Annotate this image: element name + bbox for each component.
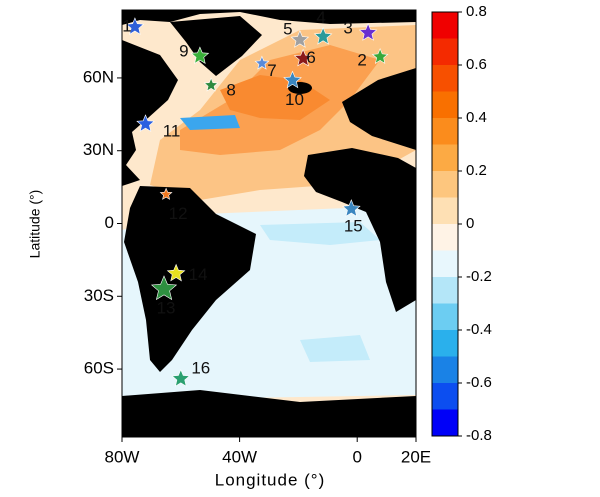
site-label: 1 [122,16,131,35]
field-south-blue [260,222,380,362]
colorbar-tick-label: -0.2 [466,268,492,285]
colorbar-band [432,171,458,198]
colorbar-band [432,118,458,145]
x-axis-label: Longitude (°) [215,470,326,489]
field-cold-patch [180,115,240,130]
site-star [136,114,155,132]
colorbar-band [432,409,458,437]
site-star [166,263,186,282]
site-label: 14 [189,265,208,284]
colorbar-band [432,250,458,278]
site-label: 3 [343,18,352,37]
site-star [371,48,389,64]
colorbar-band [432,330,458,357]
colorbar-band [432,197,458,225]
site-star [171,369,191,387]
y-tick-label: 30N [83,140,114,159]
site-label: 8 [226,81,235,100]
site-star [125,17,145,35]
site-star [150,275,178,301]
site-star [159,187,173,200]
colorbar-tick-label: 0.8 [466,3,487,20]
site-label: 13 [157,298,176,317]
site-label: 7 [267,61,276,80]
colorbar-band [432,383,458,410]
map-field [122,10,416,437]
site-label: 9 [179,42,188,61]
colorbar-tick-label: -0.8 [466,427,492,444]
site-label: 4 [316,8,325,27]
colorbar-tick-label: -0.6 [466,374,492,391]
site-label: 6 [306,48,315,67]
x-tick-label: 0 [352,447,361,466]
site-star [254,55,270,70]
x-tick-label: 20E [401,447,431,466]
site-label: 15 [344,216,363,235]
colorbar-band [432,91,458,119]
colorbar-band [432,12,458,39]
x-tick-label: 40W [222,447,257,466]
site-star [290,30,310,48]
y-tick-label: 60S [84,359,114,378]
site-label: 12 [169,204,188,223]
site-label: 2 [357,50,366,69]
site-star [358,23,378,41]
colorbar-tick-label: -0.4 [466,321,492,338]
site-label: 16 [191,358,210,377]
y-tick-label: 30S [84,286,114,305]
x-tick-label: 80W [105,447,140,466]
site-star [313,26,333,45]
colorbar-tick-label: 0.2 [466,162,487,179]
site-star [190,46,210,65]
site-star [283,70,302,89]
colorbar-tick-label: 0 [466,215,474,232]
y-tick-label: 0 [105,213,114,232]
colorbar-band [432,38,458,66]
colorbar-band [432,144,458,172]
site-label: 10 [285,90,304,109]
site-label: 11 [163,122,181,141]
colorbar-tick-label: 0.4 [466,109,487,126]
colorbar-band [432,356,458,384]
site-star [203,77,219,92]
site-star [293,48,313,67]
colorbar-tick-label: 0.6 [466,56,487,73]
site-label: 5 [283,19,292,38]
colorbar-band [432,224,458,251]
colorbar-band [432,65,458,92]
y-axis-label: Latitude (°) [27,190,43,259]
y-tick-label: 60N [83,67,114,86]
colorbar-band [432,277,458,304]
site-star [342,199,361,217]
land [122,10,416,437]
colorbar-band [432,303,458,331]
